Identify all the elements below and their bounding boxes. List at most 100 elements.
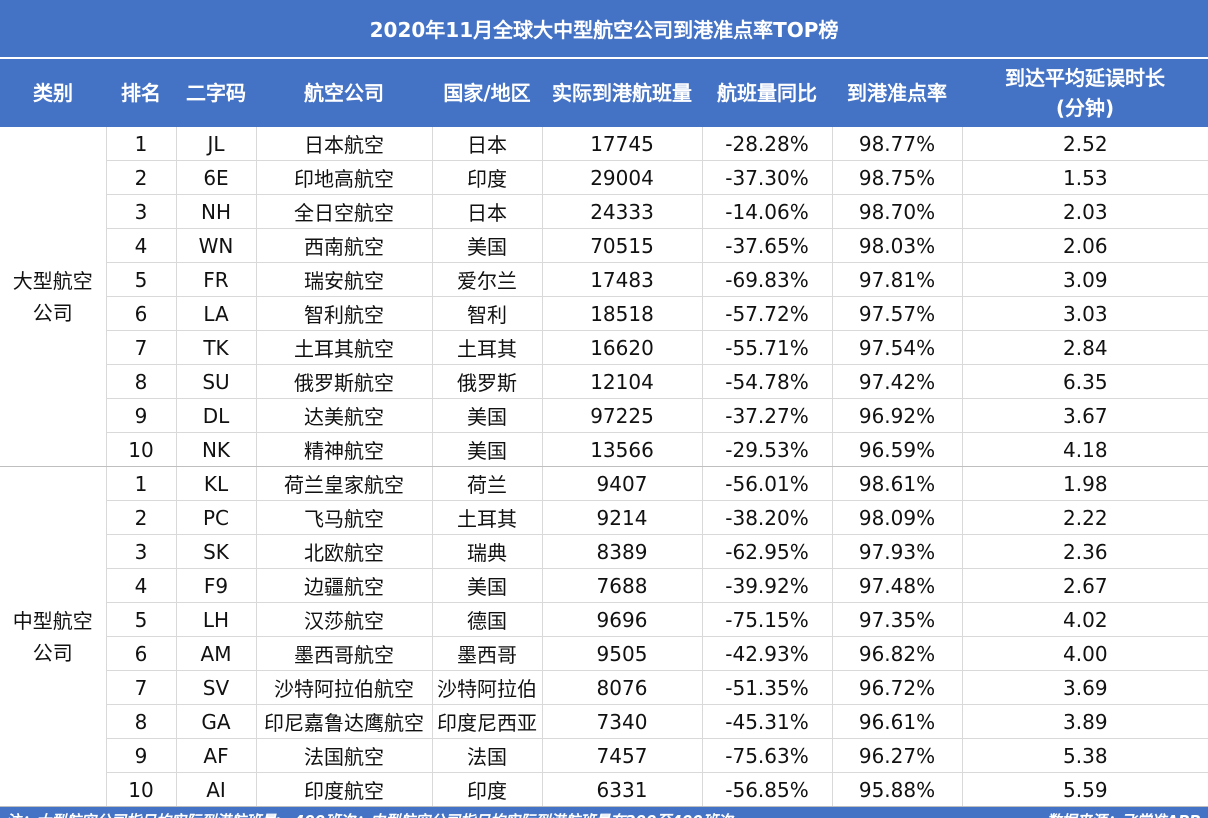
cell-yoy: -39.92% xyxy=(701,568,832,603)
cell-rank: 4 xyxy=(105,568,176,603)
cell-airline: 北欧航空 xyxy=(255,534,432,569)
cell-yoy: -54.78% xyxy=(701,364,832,399)
cell-yoy: -56.01% xyxy=(701,466,832,501)
cell-rank: 5 xyxy=(105,602,176,637)
cell-code: SU xyxy=(175,364,256,399)
cell-delay: 2.03 xyxy=(961,194,1208,229)
cell-code: LA xyxy=(175,296,256,331)
cell-code: PC xyxy=(175,500,256,535)
table-row: 9 DL 达美航空 美国 97225 -37.27% 96.92% 3.67 xyxy=(0,398,1208,433)
cell-code: NH xyxy=(175,194,256,229)
cell-flights: 29004 xyxy=(541,160,702,195)
header-country: 国家/地区 xyxy=(432,58,542,127)
cell-flights: 9696 xyxy=(541,602,702,637)
header-rank: 排名 xyxy=(106,58,176,127)
table-row: 10 NK 精神航空 美国 13566 -29.53% 96.59% 4.18 xyxy=(0,432,1208,467)
cell-country: 美国 xyxy=(431,432,542,467)
table-row: 中型航空 公司 1 KL 荷兰皇家航空 荷兰 9407 -56.01% 98.61% 1.98 xyxy=(0,466,1208,807)
footer-note: 注：大型航空公司指日均实际到港航班量> 400班次；中型航空公司指日均实际到港航… xyxy=(0,810,748,818)
cell-rank: 10 xyxy=(105,432,176,467)
header-yoy: 航班量同比 xyxy=(702,58,832,127)
cell-ontime: 96.61% xyxy=(831,704,962,739)
cell-ontime: 96.59% xyxy=(831,432,962,467)
category-cell: 大型航空 公司 xyxy=(0,127,106,467)
cell-ontime: 98.70% xyxy=(831,194,962,229)
cell-ontime: 96.72% xyxy=(831,670,962,705)
table-row: 3 NH 全日空航空 日本 24333 -14.06% 98.70% 2.03 xyxy=(0,194,1208,229)
cell-code: SK xyxy=(175,534,256,569)
cell-code: AI xyxy=(175,772,256,807)
cell-airline: 智利航空 xyxy=(255,296,432,331)
cell-rank: 9 xyxy=(105,398,176,433)
cell-flights: 70515 xyxy=(541,228,702,263)
cell-ontime: 98.75% xyxy=(831,160,962,195)
cell-flights: 9505 xyxy=(541,636,702,671)
cell-country: 瑞典 xyxy=(431,534,542,569)
cell-ontime: 97.81% xyxy=(831,262,962,297)
cell-rank: 7 xyxy=(105,330,176,365)
cell-delay: 5.59 xyxy=(961,772,1208,807)
cell-airline: 日本航空 xyxy=(255,127,432,161)
cell-delay: 1.53 xyxy=(961,160,1208,195)
cell-rank: 2 xyxy=(105,160,176,195)
cell-delay: 4.02 xyxy=(961,602,1208,637)
cell-flights: 17745 xyxy=(541,127,702,161)
cell-airline: 沙特阿拉伯航空 xyxy=(255,670,432,705)
cell-airline: 印尼嘉鲁达鹰航空 xyxy=(255,704,432,739)
cell-delay: 2.84 xyxy=(961,330,1208,365)
cell-code: 6E xyxy=(175,160,256,195)
cell-code: LH xyxy=(175,602,256,637)
cell-flights: 17483 xyxy=(541,262,702,297)
cell-flights: 7457 xyxy=(541,738,702,773)
cell-yoy: -14.06% xyxy=(701,194,832,229)
cell-delay: 3.67 xyxy=(961,398,1208,433)
cell-yoy: -75.63% xyxy=(701,738,832,773)
cell-yoy: -37.30% xyxy=(701,160,832,195)
footer-cell: 注：大型航空公司指日均实际到港航班量> 400班次；中型航空公司指日均实际到港航… xyxy=(0,806,1208,818)
table-row: 5 LH 汉莎航空 德国 9696 -75.15% 97.35% 4.02 xyxy=(0,602,1208,637)
header-delay: 到达平均延误时长 (分钟) xyxy=(962,58,1208,127)
cell-ontime: 97.48% xyxy=(831,568,962,603)
cell-yoy: -28.28% xyxy=(701,127,832,161)
cell-airline: 全日空航空 xyxy=(255,194,432,229)
cell-yoy: -37.65% xyxy=(701,228,832,263)
cell-yoy: -56.85% xyxy=(701,772,832,807)
cell-ontime: 97.57% xyxy=(831,296,962,331)
cell-delay: 1.98 xyxy=(961,466,1208,501)
cell-country: 法国 xyxy=(431,738,542,773)
cell-flights: 7340 xyxy=(541,704,702,739)
cell-airline: 飞马航空 xyxy=(255,500,432,535)
table-row: 4 WN 西南航空 美国 70515 -37.65% 98.03% 2.06 xyxy=(0,228,1208,263)
cell-delay: 3.89 xyxy=(961,704,1208,739)
cell-code: F9 xyxy=(175,568,256,603)
cell-rank: 5 xyxy=(105,262,176,297)
cell-yoy: -57.72% xyxy=(701,296,832,331)
cell-flights: 12104 xyxy=(541,364,702,399)
cell-yoy: -29.53% xyxy=(701,432,832,467)
header-flights: 实际到港航班量 xyxy=(542,58,702,127)
cell-country: 美国 xyxy=(431,398,542,433)
cell-code: SV xyxy=(175,670,256,705)
cell-yoy: -75.15% xyxy=(701,602,832,637)
cell-delay: 2.06 xyxy=(961,228,1208,263)
cell-airline: 达美航空 xyxy=(255,398,432,433)
cell-code: WN xyxy=(175,228,256,263)
cell-rank: 1 xyxy=(105,127,176,161)
cell-ontime: 97.93% xyxy=(831,534,962,569)
cell-delay: 2.36 xyxy=(961,534,1208,569)
cell-yoy: -69.83% xyxy=(701,262,832,297)
header-ontime: 到港准点率 xyxy=(832,58,962,127)
cell-airline: 印地高航空 xyxy=(255,160,432,195)
cell-delay: 6.35 xyxy=(961,364,1208,399)
table-row: 6 LA 智利航空 智利 18518 -57.72% 97.57% 3.03 xyxy=(0,296,1208,331)
cell-rank: 3 xyxy=(105,194,176,229)
cell-flights: 16620 xyxy=(541,330,702,365)
cell-code: DL xyxy=(175,398,256,433)
cell-rank: 2 xyxy=(105,500,176,535)
cell-yoy: -62.95% xyxy=(701,534,832,569)
cell-flights: 13566 xyxy=(541,432,702,467)
cell-airline: 印度航空 xyxy=(255,772,432,807)
cell-airline: 土耳其航空 xyxy=(255,330,432,365)
